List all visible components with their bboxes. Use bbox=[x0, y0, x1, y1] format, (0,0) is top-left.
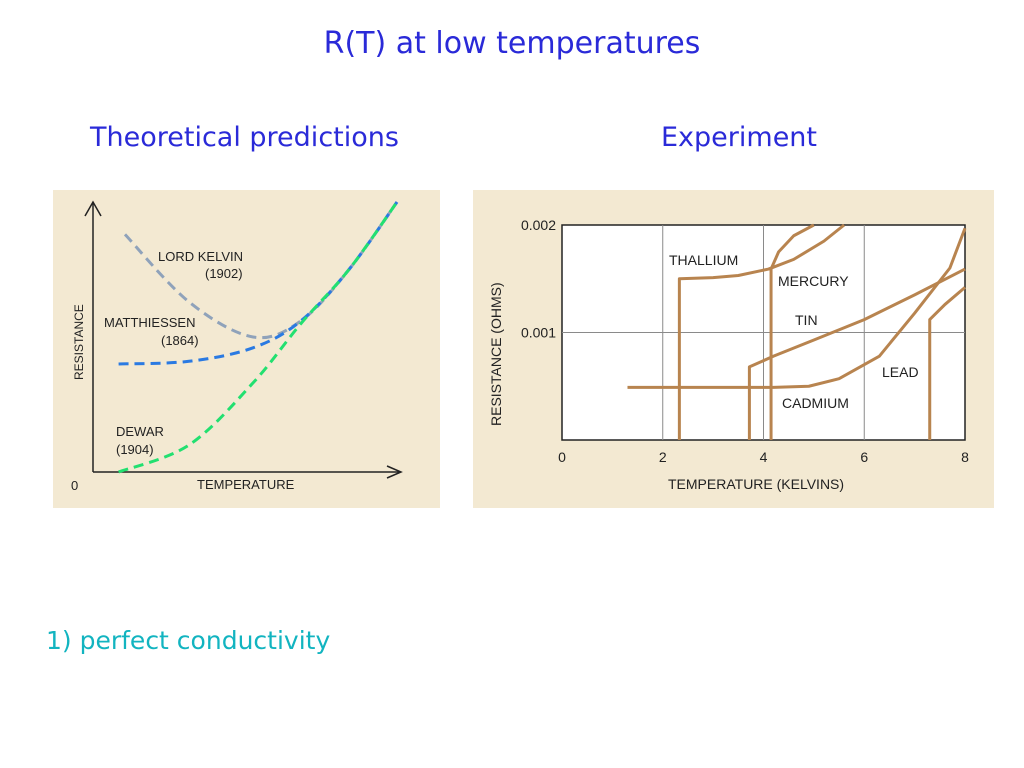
series-line-lord-kelvin bbox=[123, 201, 399, 340]
experiment-heading: Experiment bbox=[661, 122, 818, 153]
theory-x-label: TEMPERATURE bbox=[197, 477, 295, 492]
series-label-dewar: DEWAR bbox=[116, 424, 164, 439]
series-line-thallium bbox=[677, 223, 846, 440]
series-line-tin bbox=[747, 267, 966, 440]
experiment-x-label: TEMPERATURE (KELVINS) bbox=[668, 476, 844, 492]
x-tick-label-8: 8 bbox=[961, 449, 969, 465]
theory-chart: 0 TEMPERATURE RESISTANCE LORD KELVIN (19… bbox=[71, 200, 403, 493]
series-line-dewar bbox=[118, 201, 399, 474]
theory-y-label: RESISTANCE bbox=[72, 304, 86, 380]
theory-x-arrow bbox=[386, 465, 403, 479]
series-year-matthiessen: (1864) bbox=[161, 333, 199, 348]
x-tick-label-0: 0 bbox=[558, 449, 566, 465]
series-label-matthiessen: MATTHIESSEN bbox=[104, 315, 196, 330]
theory-heading: Theoretical predictions bbox=[90, 122, 399, 153]
theory-chart-panel: 0 TEMPERATURE RESISTANCE LORD KELVIN (19… bbox=[53, 190, 440, 508]
series-line-cadmium bbox=[627, 227, 967, 389]
series-year-lord-kelvin: (1902) bbox=[205, 266, 243, 281]
series-line-lead bbox=[928, 286, 966, 440]
x-tick-label-2: 2 bbox=[659, 449, 667, 465]
experiment-chart-panel: 0 2 4 6 8 0.002 0.001 RESISTANCE (OHMS) TEMPER… bbox=[473, 190, 994, 508]
series-line-mercury bbox=[769, 223, 815, 440]
series-year-dewar: (1904) bbox=[116, 442, 154, 457]
series-label-cadmium: CADMIUM bbox=[782, 395, 849, 411]
series-label-lead: LEAD bbox=[882, 364, 919, 380]
experiment-y-label: RESISTANCE (OHMS) bbox=[488, 282, 504, 426]
x-tick-label-6: 6 bbox=[860, 449, 868, 465]
slide-title: R(T) at low temperatures bbox=[323, 26, 701, 61]
bullet-item: 1) perfect conductivity bbox=[46, 626, 331, 655]
y-tick-label-0-002: 0.002 bbox=[521, 217, 556, 233]
x-tick-label-4: 4 bbox=[760, 449, 768, 465]
series-label-tin: TIN bbox=[795, 312, 818, 328]
series-label-lord-kelvin: LORD KELVIN bbox=[158, 249, 243, 264]
experiment-chart: 0 2 4 6 8 0.002 0.001 RESISTANCE (OHMS) TEMPER… bbox=[488, 217, 969, 492]
series-label-thallium: THALLIUM bbox=[669, 252, 738, 268]
theory-origin-label: 0 bbox=[71, 478, 78, 493]
series-label-mercury: MERCURY bbox=[778, 273, 849, 289]
y-tick-label-0-001: 0.001 bbox=[521, 325, 556, 341]
theory-y-arrow bbox=[84, 200, 102, 217]
